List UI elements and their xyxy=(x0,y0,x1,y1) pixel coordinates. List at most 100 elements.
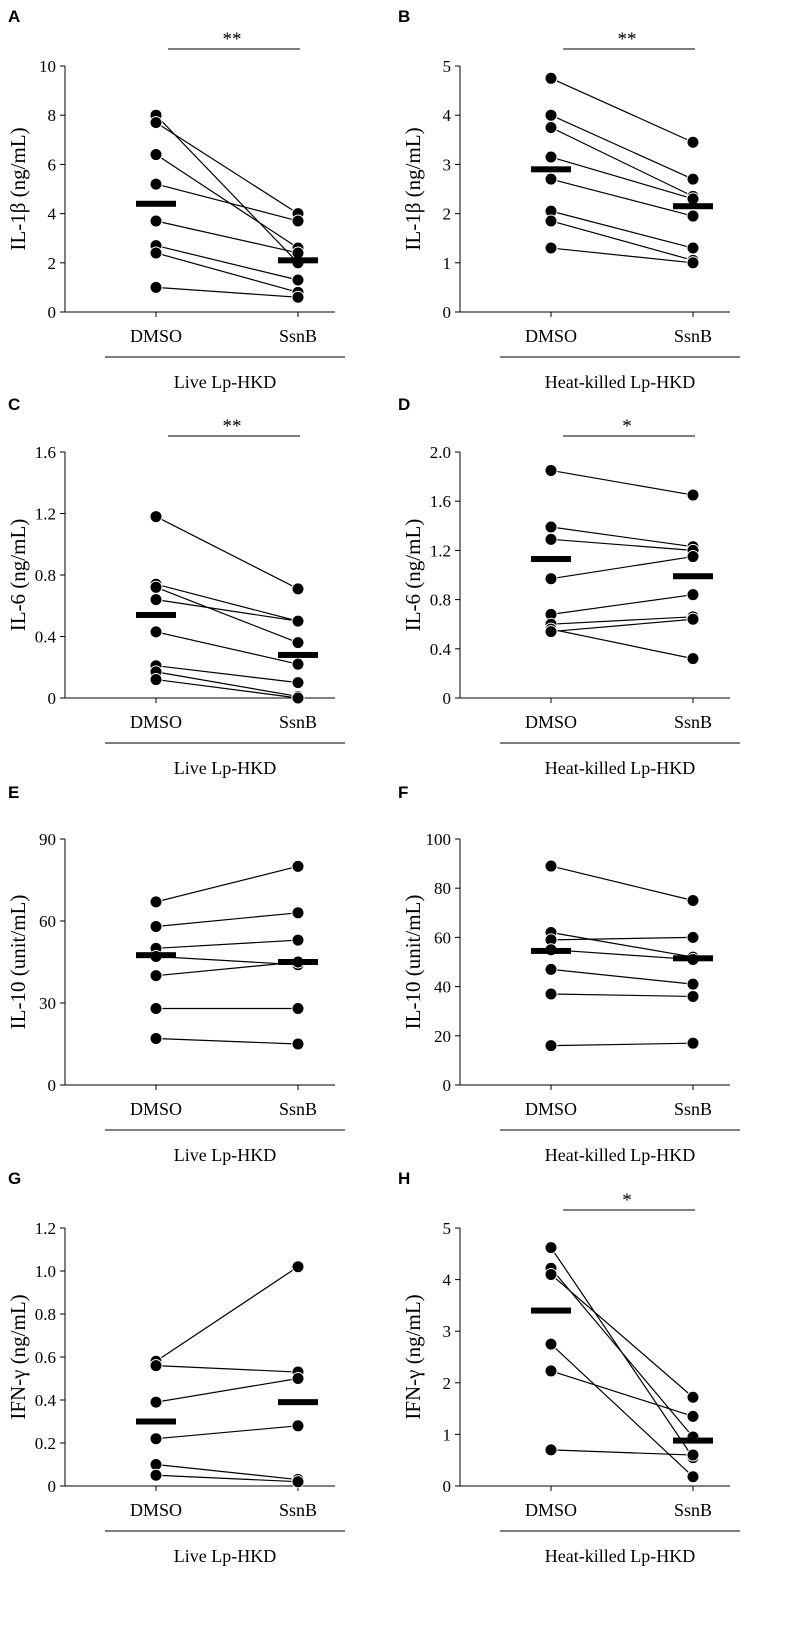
mean-bar-ssnb xyxy=(673,955,713,962)
data-point-ssnb xyxy=(686,989,700,1003)
category-label-ssnb: SsnB xyxy=(279,1099,317,1119)
y-tick-label: 40 xyxy=(434,978,451,997)
y-tick-label: 0 xyxy=(48,1477,57,1496)
data-point-ssnb xyxy=(686,172,700,186)
panel-F: F IL-10 (unit/mL) 0 20 40 60 80 100 DMSO SsnB Heat… xyxy=(398,783,740,1165)
panel-letter: E xyxy=(8,783,19,802)
data-point-ssnb xyxy=(291,1260,305,1274)
panel-letter: D xyxy=(398,395,410,414)
y-tick-label: 0 xyxy=(48,1076,57,1095)
y-tick-label: 1.2 xyxy=(35,1219,56,1238)
pair-line xyxy=(155,1266,299,1362)
mean-bar-dmso xyxy=(531,947,571,954)
data-point-dmso xyxy=(149,214,163,228)
pair-line xyxy=(155,961,299,977)
pair-line xyxy=(155,114,299,264)
data-point-ssnb xyxy=(686,192,700,206)
y-tick-label: 60 xyxy=(39,912,56,931)
pair-line xyxy=(155,631,299,665)
y-tick-label: 0.2 xyxy=(35,1434,56,1453)
y-tick-label: 0 xyxy=(48,689,57,708)
y-tick-label: 80 xyxy=(434,879,451,898)
y-tick-label: 0.4 xyxy=(35,628,57,647)
category-label-ssnb: SsnB xyxy=(279,1500,317,1520)
y-tick-label: 0.8 xyxy=(35,566,56,585)
condition-label: Heat-killed Lp-HKD xyxy=(545,1546,695,1566)
data-point-dmso xyxy=(544,1443,558,1457)
y-tick-label: 1.2 xyxy=(430,541,451,560)
y-axis-label: IFN-γ (ng/mL) xyxy=(401,1294,425,1419)
pair-line xyxy=(155,244,299,281)
y-tick-label: 0 xyxy=(443,303,452,322)
y-tick-label: 0 xyxy=(443,1076,452,1095)
pair-line xyxy=(550,1449,694,1456)
y-axis-label: IL-1β (ng/mL) xyxy=(6,127,30,250)
significance-label: * xyxy=(622,416,632,437)
y-axis-label: IL-6 (ng/mL) xyxy=(6,519,30,632)
data-point-dmso xyxy=(544,962,558,976)
pair-line xyxy=(155,1463,299,1481)
data-point-ssnb xyxy=(291,582,305,596)
data-point-dmso xyxy=(149,673,163,687)
data-point-ssnb xyxy=(686,1448,700,1462)
category-label-ssnb: SsnB xyxy=(674,1099,712,1119)
panel-C: C IL-6 (ng/mL) 0 0.4 0.8 1.2 1.6 DMSO SsnB Live L… xyxy=(6,395,345,778)
data-point-dmso xyxy=(544,150,558,164)
pair-line xyxy=(550,126,694,197)
pair-line xyxy=(155,1365,299,1373)
pair-line xyxy=(550,114,694,180)
y-axis-label: IL-10 (unit/mL) xyxy=(6,895,30,1030)
significance-label: ** xyxy=(223,416,242,437)
pair-line xyxy=(550,968,694,985)
data-point-ssnb xyxy=(686,1409,700,1423)
panel-letter: B xyxy=(398,7,410,26)
data-point-ssnb xyxy=(291,1475,305,1489)
y-tick-label: 0.6 xyxy=(35,1348,56,1367)
data-point-dmso xyxy=(149,510,163,524)
data-point-dmso xyxy=(149,246,163,260)
pair-line xyxy=(550,469,694,496)
pair-line xyxy=(550,865,694,902)
data-point-ssnb xyxy=(686,588,700,602)
pair-line xyxy=(550,931,694,958)
data-point-dmso xyxy=(149,116,163,130)
y-tick-label: 0.8 xyxy=(35,1305,56,1324)
data-point-ssnb xyxy=(291,906,305,920)
data-point-dmso xyxy=(544,1364,558,1378)
data-point-ssnb xyxy=(686,135,700,149)
condition-label: Heat-killed Lp-HKD xyxy=(545,372,695,392)
y-tick-label: 1 xyxy=(443,1425,452,1444)
y-tick-label: 0 xyxy=(443,689,452,708)
y-tick-label: 1.6 xyxy=(35,443,56,462)
data-point-dmso xyxy=(149,148,163,162)
y-axis-label: IFN-γ (ng/mL) xyxy=(6,1294,30,1419)
data-point-dmso xyxy=(544,1241,558,1255)
data-point-ssnb xyxy=(686,977,700,991)
data-point-ssnb xyxy=(686,930,700,944)
data-point-ssnb xyxy=(686,209,700,223)
pair-line xyxy=(550,247,694,264)
data-point-dmso xyxy=(544,987,558,1001)
pair-line xyxy=(155,122,299,215)
panel-D: D IL-6 (ng/mL) 0 0.4 0.8 1.2 1.6 2.0 DMSO SsnB Hea… xyxy=(398,395,740,778)
data-point-dmso xyxy=(149,1432,163,1446)
pair-line xyxy=(155,1425,299,1440)
data-point-dmso xyxy=(544,214,558,228)
data-point-dmso xyxy=(544,241,558,255)
pair-line xyxy=(550,1343,694,1478)
data-point-dmso xyxy=(544,859,558,873)
data-point-dmso xyxy=(149,1468,163,1482)
mean-bar-ssnb xyxy=(673,1437,713,1444)
condition-label: Live Lp-HKD xyxy=(174,758,276,778)
data-point-dmso xyxy=(544,1267,558,1281)
panel-letter: G xyxy=(8,1169,21,1188)
mean-bar-dmso xyxy=(531,1307,571,1314)
y-tick-label: 60 xyxy=(434,928,451,947)
data-point-ssnb xyxy=(686,894,700,907)
pair-line xyxy=(155,154,299,249)
data-point-ssnb xyxy=(291,214,305,228)
data-point-dmso xyxy=(149,177,163,191)
pair-line xyxy=(155,955,299,966)
y-tick-label: 1 xyxy=(443,254,452,273)
data-point-dmso xyxy=(149,1032,163,1046)
